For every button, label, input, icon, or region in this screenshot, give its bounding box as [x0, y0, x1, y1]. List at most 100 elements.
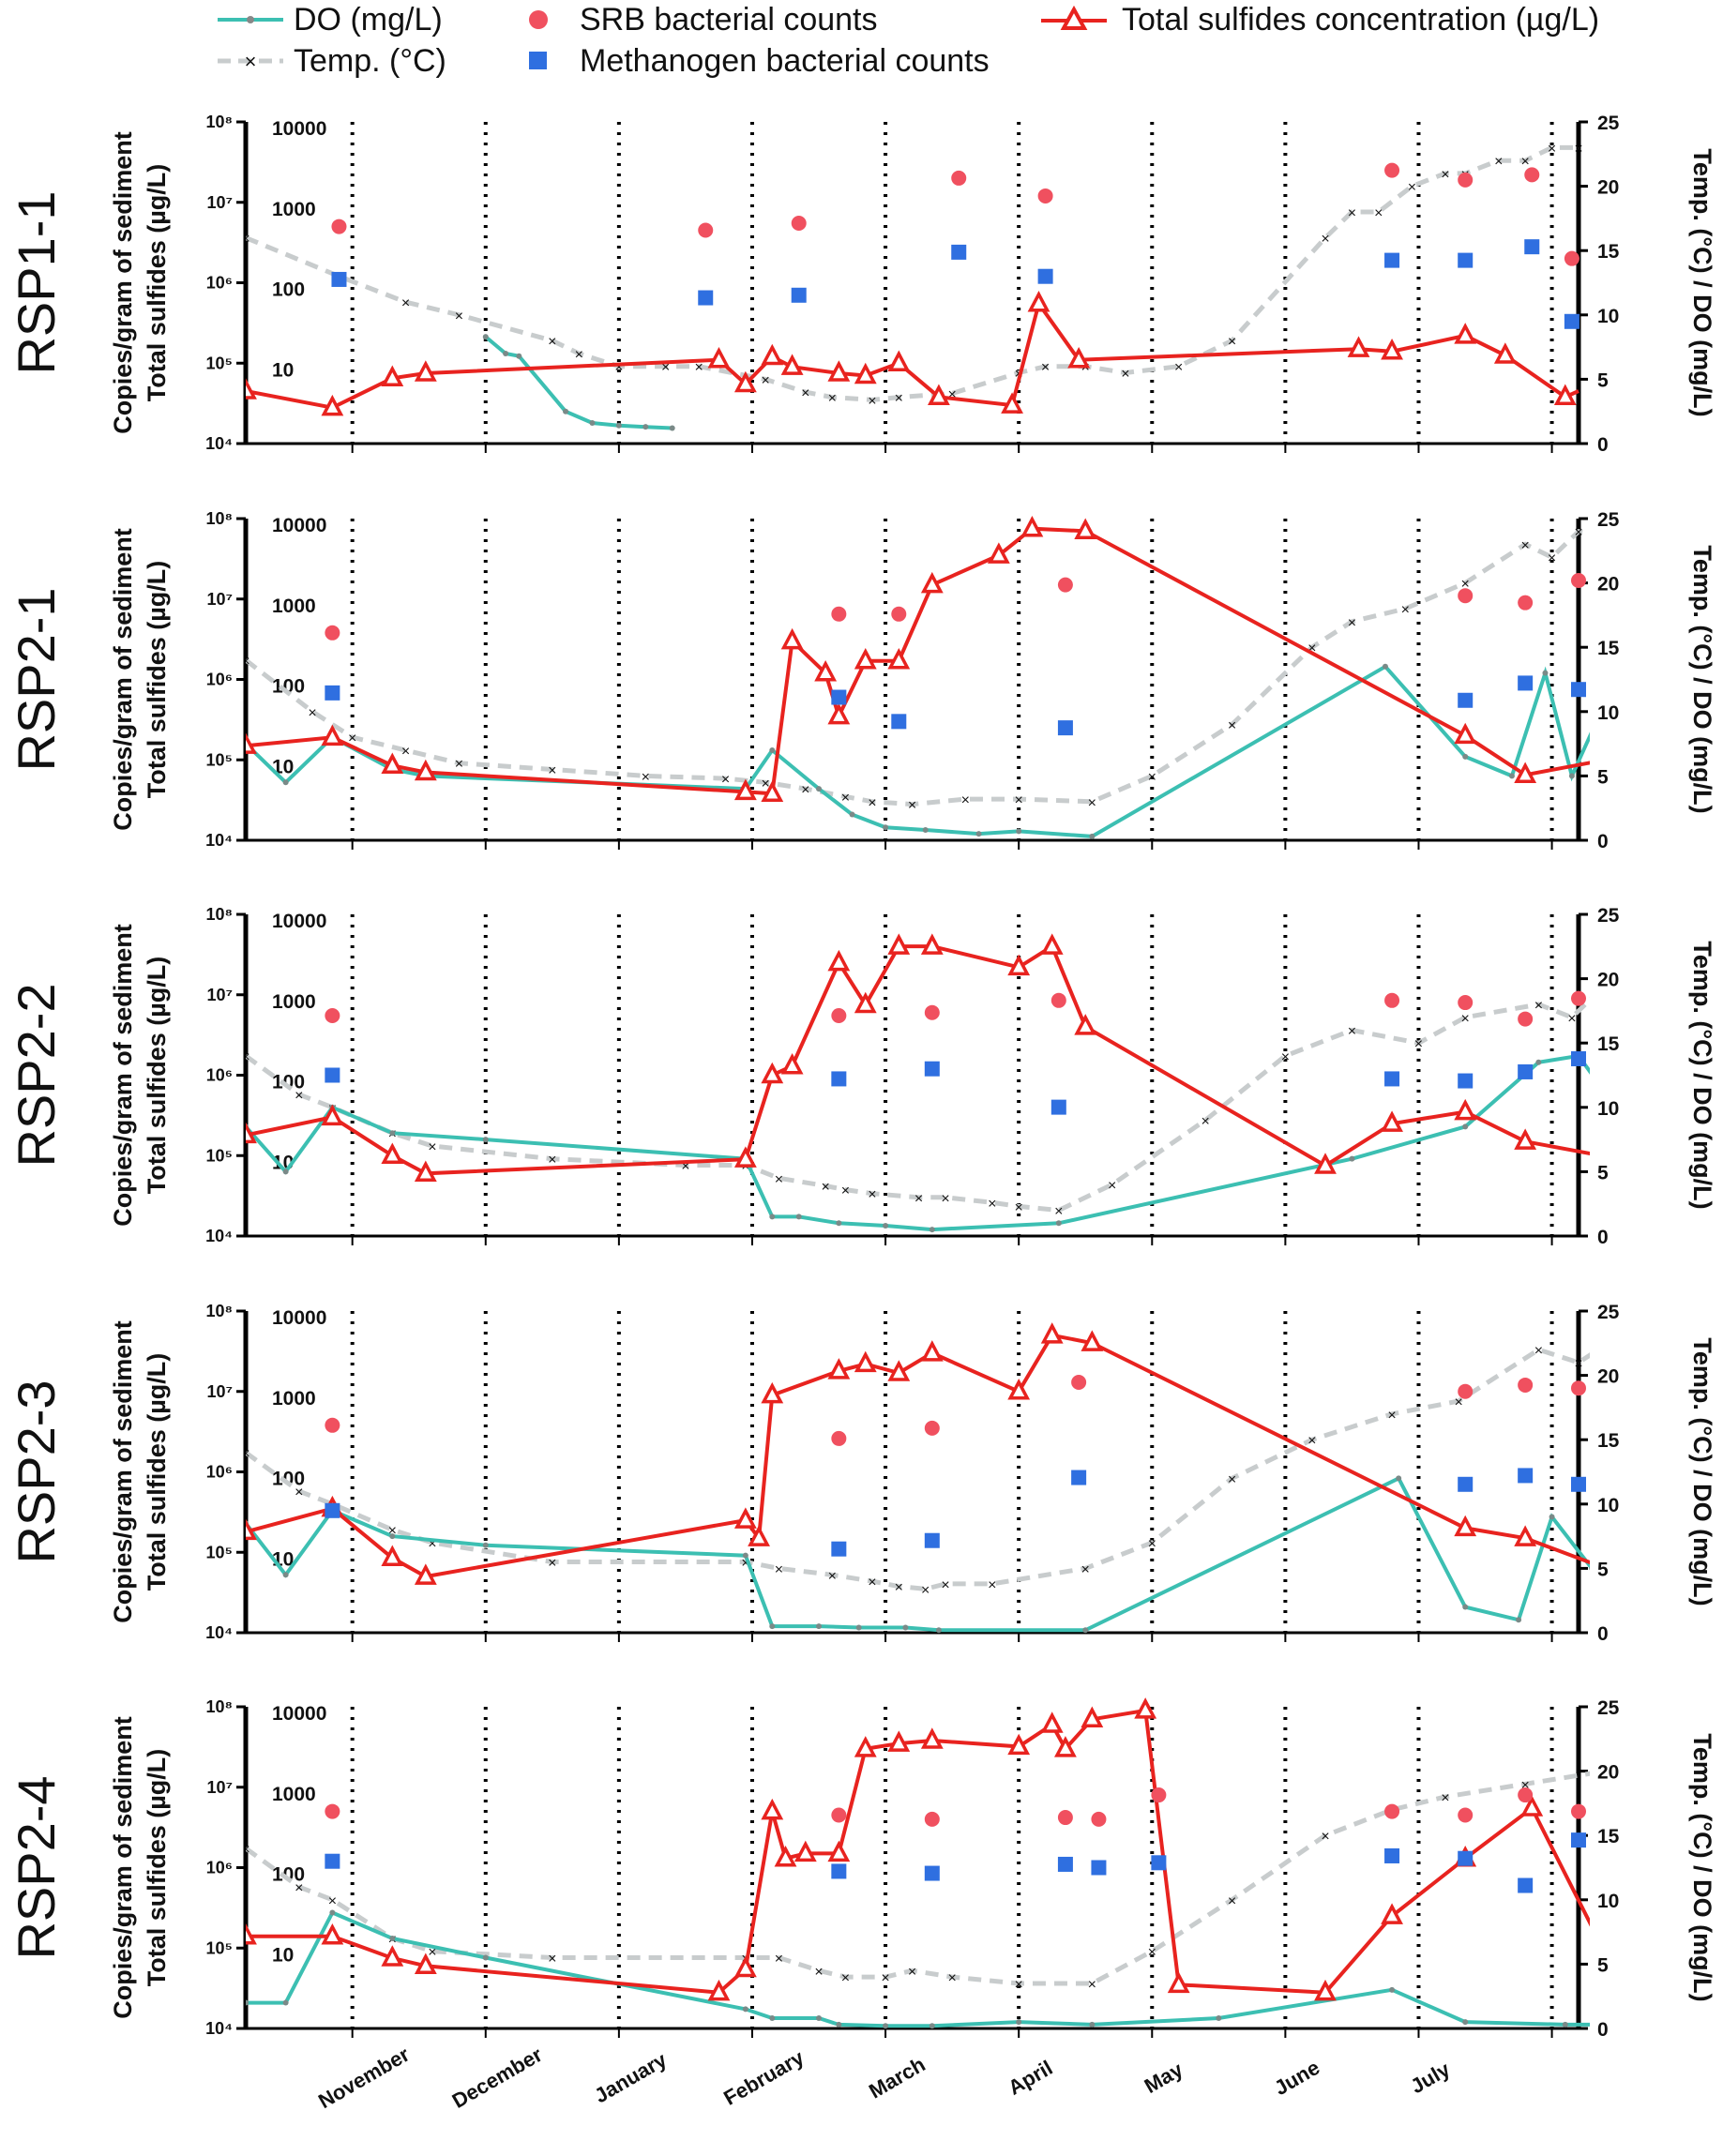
- sulf-point: [1514, 1128, 1537, 1150]
- temp-point: ×: [661, 360, 670, 376]
- y-left-tick-label: 10⁵: [206, 1543, 233, 1561]
- temp-point: ×: [1441, 167, 1449, 183]
- temp-point: ×: [988, 1196, 996, 1212]
- sulf-point: [246, 1518, 257, 1541]
- temp-point: ×: [1548, 141, 1556, 157]
- temp-point: ×: [1228, 1893, 1236, 1909]
- do-point: [389, 1130, 396, 1137]
- temp-point: ×: [455, 309, 463, 324]
- sulf-point: [827, 949, 851, 972]
- do-point: [563, 408, 569, 415]
- y-right-tick-label: 5: [1597, 1162, 1609, 1184]
- temp-point: ×: [828, 391, 837, 407]
- panel-title: RSP1-1: [7, 190, 66, 374]
- sulf-point: [707, 346, 731, 369]
- temp-point: ×: [762, 372, 770, 388]
- temp-point: ×: [881, 1970, 889, 1986]
- legend: DO (mg/L) × Temp. (°C) SRB bacterial cou…: [218, 2, 1599, 79]
- sulf-point: [1001, 392, 1023, 414]
- y-inner-tick-label: 10000: [272, 1703, 326, 1725]
- y-right-tick-label: 20: [1597, 1366, 1619, 1388]
- meth-point: [924, 1061, 940, 1077]
- sulf-point: [854, 647, 877, 670]
- do-point: [836, 1220, 842, 1227]
- y-inner-tick-label: 1000: [272, 199, 316, 220]
- do-point: [769, 746, 776, 753]
- do-point: [482, 334, 489, 340]
- temp-point: ×: [1414, 1036, 1423, 1052]
- temp-point: ×: [841, 1184, 850, 1199]
- y-left-tick-label: 10⁶: [206, 1066, 233, 1085]
- y-right-tick-label: 5: [1597, 766, 1609, 788]
- meth-point: [1151, 1855, 1167, 1871]
- y-left-tick-label: 10⁵: [206, 750, 233, 769]
- temp-point: ×: [1574, 1356, 1582, 1372]
- temp-point: ×: [1534, 998, 1543, 1014]
- sulf-point: [414, 1160, 437, 1183]
- meth-point: [791, 287, 807, 303]
- temp-point: ×: [1548, 550, 1556, 566]
- sulf-point: [887, 647, 911, 670]
- do-point: [1216, 2015, 1222, 2022]
- sulf-point: [733, 1146, 757, 1168]
- srb-point: [951, 170, 967, 186]
- meth-point: [1564, 313, 1579, 329]
- month-label: November: [314, 2043, 414, 2114]
- temp-point: ×: [295, 1880, 303, 1896]
- sulf-point: [414, 759, 437, 781]
- do-point: [1535, 1059, 1542, 1065]
- sulf-point: [1040, 1711, 1064, 1733]
- temp-point: ×: [775, 1952, 783, 1968]
- sulf-point: [780, 354, 804, 375]
- series-sulf-line: [246, 1333, 1590, 1579]
- sulf-point: [414, 1563, 437, 1585]
- sulf-point: [381, 365, 404, 387]
- sulf-point: [854, 991, 877, 1014]
- srb-point: [325, 1417, 340, 1433]
- temp-point: ×: [1121, 367, 1129, 383]
- panel-rsp2-3: 10⁴10⁵10⁶10⁷10⁸101001000100000510152025R…: [7, 1302, 1716, 1645]
- temp-point: ×: [1520, 1777, 1529, 1793]
- legend-item-srb: SRB bacterial counts: [529, 2, 878, 38]
- y-inner-tick-label: 100: [272, 676, 305, 698]
- meth-point: [1518, 1877, 1534, 1893]
- temp-point: ×: [868, 795, 876, 811]
- do-point: [742, 1552, 748, 1559]
- meth-point: [1571, 1832, 1586, 1848]
- sulf-point: [246, 378, 257, 400]
- meth-point: [325, 1853, 340, 1869]
- srb-point: [1524, 167, 1540, 183]
- temp-point: ×: [1281, 1049, 1290, 1065]
- temp-point: ×: [1574, 141, 1582, 157]
- temp-point: ×: [548, 763, 556, 779]
- temp-point: ×: [721, 772, 730, 788]
- sulf-point: [321, 724, 344, 746]
- y-inner-tick-label: 100: [272, 1864, 305, 1886]
- sulf-point: [1454, 1515, 1477, 1537]
- plot-area: ×××××××××××××××××××××××××××: [246, 933, 1590, 1233]
- sulf-point: [920, 571, 944, 594]
- sulf-point: [1007, 1733, 1031, 1756]
- temp-point: ×: [1108, 1178, 1116, 1194]
- do-point: [1616, 671, 1622, 676]
- sulf-point: [827, 1840, 851, 1862]
- sulf-point: [1040, 933, 1064, 955]
- do-point: [1082, 1627, 1089, 1634]
- sulf-point: [1040, 1322, 1064, 1344]
- temp-point: ×: [914, 1191, 923, 1207]
- temp-point: ×: [1520, 537, 1529, 553]
- meth-point: [1384, 1847, 1400, 1863]
- panel-title: RSP2-2: [7, 983, 66, 1167]
- srb-point: [924, 1811, 940, 1827]
- sulf-point: [1381, 1903, 1403, 1924]
- do-point: [482, 1137, 489, 1143]
- sulf-point: [780, 627, 804, 650]
- y-inner-tick-label: 100: [272, 1469, 305, 1490]
- sulf-point: [928, 384, 950, 406]
- y-left-tick-label: 10⁷: [207, 193, 233, 212]
- sulf-point: [1081, 1706, 1104, 1728]
- temp-point: ×: [388, 1523, 397, 1539]
- series-sulf-line: [246, 299, 1579, 410]
- y-inner-tick-label: 10: [272, 359, 294, 381]
